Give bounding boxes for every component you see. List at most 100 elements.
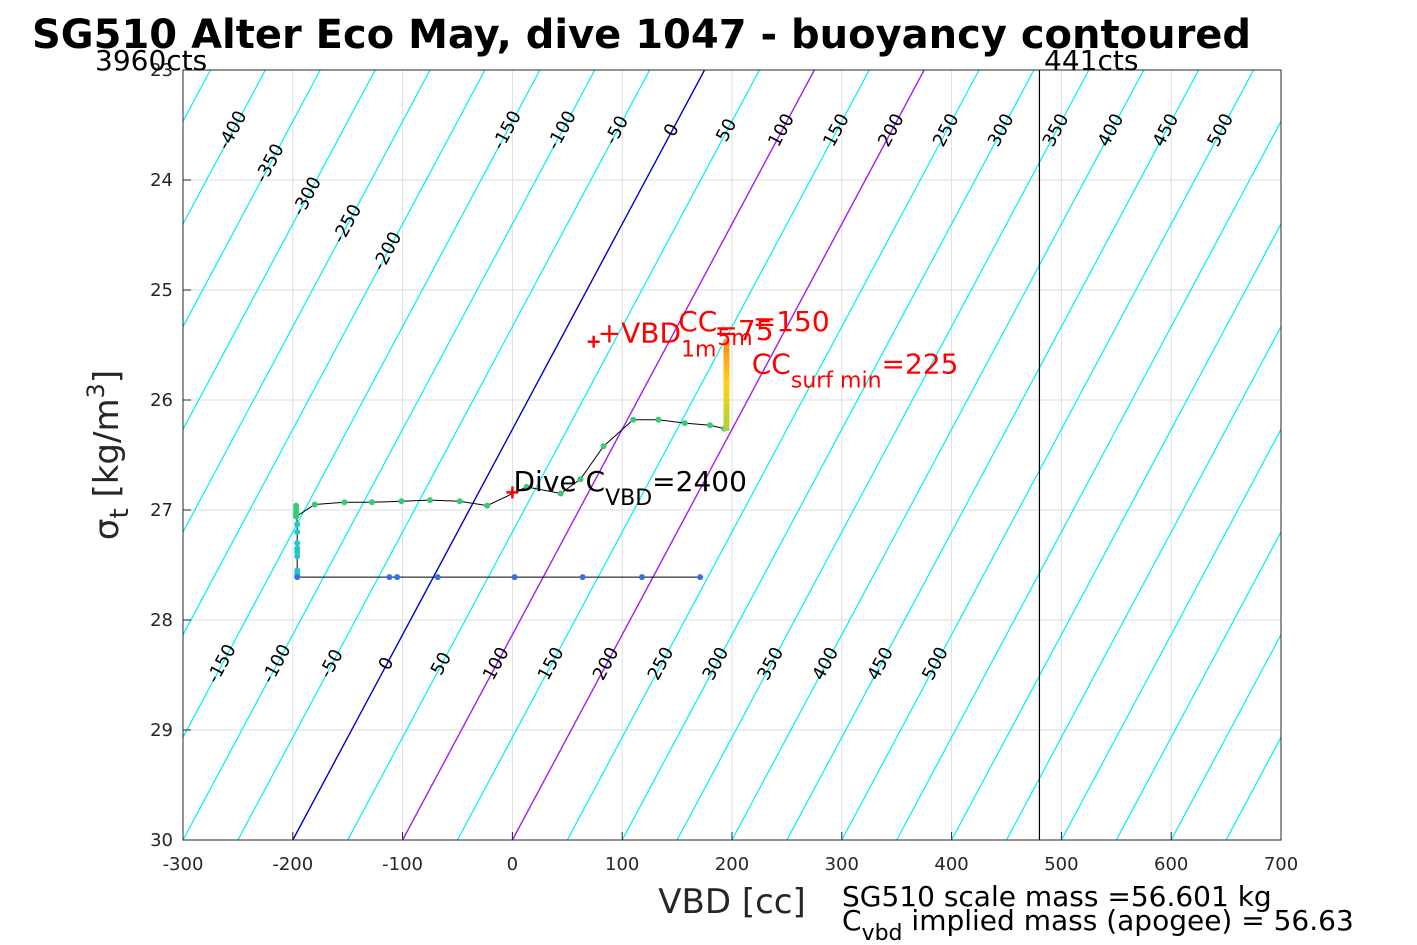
y-label-sub: t (105, 508, 135, 518)
data-point (511, 574, 518, 581)
contour-line (456, 70, 870, 840)
data-point (293, 513, 300, 520)
contour-line (292, 70, 706, 840)
contour-line (183, 70, 541, 739)
vbd-1m-marker (587, 335, 600, 348)
contour-line (183, 70, 376, 431)
data-point (579, 574, 586, 581)
y-tick-label: 27 (150, 500, 173, 521)
data-point (484, 502, 491, 509)
chart-title: SG510 Alter Eco May, dive 1047 - buoyanc… (32, 12, 1251, 58)
y-label-base: σ (87, 519, 127, 541)
y-axis-label: σt [kg/m3] (82, 370, 135, 540)
contour-line (1115, 530, 1281, 840)
x-tick-label: 0 (507, 854, 518, 875)
y-tick-label: 29 (150, 720, 173, 741)
data-point (630, 416, 637, 423)
data-point (311, 501, 318, 508)
data-point (434, 574, 441, 581)
data-point (294, 521, 301, 528)
counts-right-label: 441cts (1044, 44, 1138, 77)
data-point (456, 498, 463, 505)
data-point (655, 416, 662, 423)
x-axis-ticks: -300 -200 -100 0 100 200 300 400 500 600 700 (163, 832, 1298, 875)
cc5m-label-part: CC (678, 305, 717, 338)
data-point (294, 548, 301, 555)
x-tick-label: 500 (1044, 854, 1078, 875)
contour-line (1170, 633, 1281, 840)
cc5m-label-part: 5m (717, 326, 752, 351)
surface-bar (723, 339, 730, 431)
cc5m-label: CC5m=150 (678, 305, 829, 351)
data-point (600, 443, 607, 450)
cc-surf-min-label-part: CC (752, 348, 791, 381)
contour-line (183, 70, 596, 840)
contour-line (1060, 428, 1281, 840)
vbd-1m-label-part: +VBD (598, 317, 681, 350)
data-point (638, 574, 645, 581)
y-tick-label: 26 (150, 390, 173, 411)
dive-cvbd-label: Dive CVBD=2400 (513, 465, 746, 511)
data-point (368, 499, 375, 506)
vbd-1m-label: +VBD1m (598, 317, 717, 363)
contour-line (347, 70, 760, 840)
data-point (697, 574, 704, 581)
x-tick-label: -200 (272, 854, 313, 875)
x-tick-label: -300 (163, 854, 204, 875)
dive-cvbd-label-part: Dive C (513, 465, 605, 498)
contour-line (951, 222, 1281, 840)
data-point (341, 499, 348, 506)
contour-line (183, 70, 486, 636)
data-point (394, 574, 401, 581)
contour-line (731, 70, 1145, 840)
vbd-1m-label-part: 1m (681, 338, 716, 363)
surface-bar-rect (723, 339, 730, 431)
implied-mass-base: C (842, 904, 862, 937)
contour-line (896, 120, 1281, 840)
cc-surf-min-label: CCsurf min=225 (752, 348, 959, 394)
cc-surf-min-label-part: surf min (791, 369, 882, 394)
x-tick-label: 400 (934, 854, 968, 875)
data-point (398, 498, 405, 505)
y-tick-label: 25 (150, 280, 173, 301)
implied-mass-note: Cvbd implied mass (apogee) = 56.63 (842, 904, 1354, 945)
contour-line (1005, 325, 1281, 840)
y-tick-label: 30 (150, 830, 173, 851)
implied-mass-sub: vbd (862, 921, 903, 945)
x-axis-label: VBD [cc] (658, 882, 806, 922)
data-point (523, 483, 530, 490)
y-label-sup: 3 (82, 383, 110, 398)
implied-mass-rest: implied mass (apogee) = 56.63 (903, 904, 1354, 937)
scale-mass-note: SG510 scale mass =56.601 kg (842, 880, 1272, 913)
markers (506, 335, 600, 499)
x-tick-label: 300 (825, 854, 859, 875)
counts-left-label: 3960cts (95, 44, 207, 77)
data-point (427, 497, 434, 504)
cc-surf-min-label-part: =225 (882, 348, 959, 381)
contour-line (183, 70, 266, 226)
dive-cvbd-label-part: =2400 (652, 465, 747, 498)
contour-line (676, 70, 1090, 840)
data-point (294, 540, 301, 546)
data-point (681, 420, 688, 427)
y-label-close: ] (87, 370, 127, 383)
contour-line (566, 70, 980, 840)
data-point (294, 529, 301, 535)
cc75-label-part: =75 (714, 314, 773, 347)
y-tick-label: 23 (150, 60, 173, 81)
x-tick-label: 100 (605, 854, 639, 875)
contour-line (401, 70, 815, 840)
contour-line (786, 70, 1200, 840)
data-point (386, 574, 393, 581)
x-tick-label: 200 (715, 854, 749, 875)
contour-line (1280, 838, 1281, 840)
contour-line (841, 70, 1255, 840)
buoyancy-contours (183, 70, 1281, 840)
contour-line (511, 70, 925, 840)
contour-line (183, 70, 431, 534)
y-tick-label: 24 (150, 170, 173, 191)
data-point (294, 574, 301, 581)
cc5m-label-part: =150 (753, 305, 830, 338)
x-tick-label: 700 (1264, 854, 1298, 875)
contour-line (183, 70, 321, 328)
